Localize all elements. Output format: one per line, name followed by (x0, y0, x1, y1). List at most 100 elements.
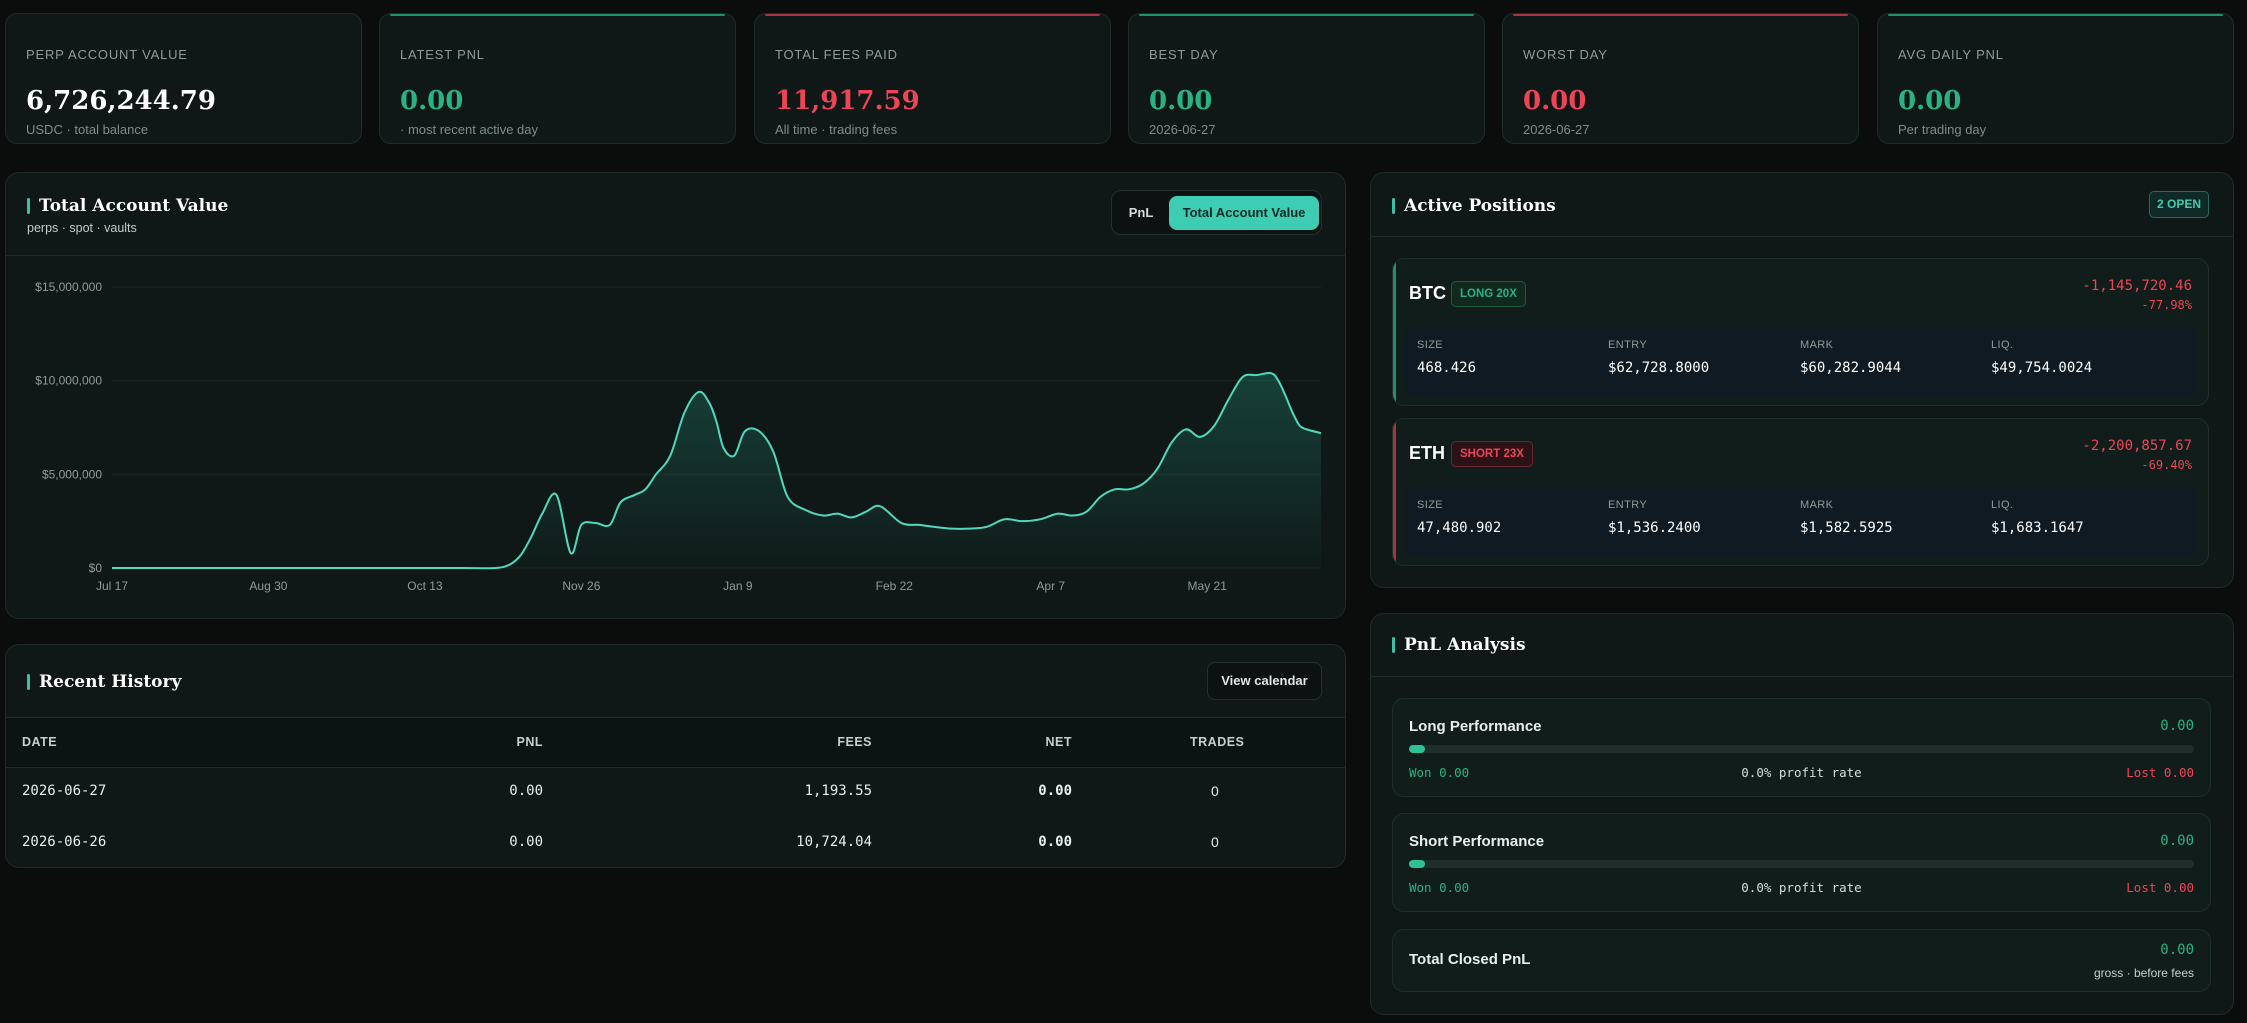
stat-sub: USDC · total balance (26, 122, 149, 137)
stat-value: 0.00 (400, 86, 464, 116)
field-value-size: 468.426 (1417, 360, 1477, 376)
short-profit-rate-fill (1409, 860, 1425, 868)
field-label-mark: MARK (1800, 339, 1834, 351)
stat-label: PERP ACCOUNT VALUE (26, 47, 188, 62)
cell-trades: 0 (1211, 834, 1219, 850)
x-tick-label: Apr 7 (1036, 579, 1065, 593)
stat-accent-line (765, 14, 1100, 16)
field-value-entry: $62,728.8000 (1608, 360, 1710, 376)
stat-sub: 2026-06-27 (1523, 122, 1590, 137)
chart-area-fill (112, 372, 1321, 569)
cell-fees: 10,724.04 (796, 834, 872, 850)
column-header-pnl: PNL (516, 735, 543, 749)
field-label-size: SIZE (1417, 499, 1444, 511)
cell-date: 2026-06-27 (22, 783, 107, 799)
stat-label: TOTAL FEES PAID (775, 47, 898, 62)
field-value-liq: $49,754.0024 (1991, 360, 2093, 376)
stat-card-total-fees: TOTAL FEES PAID 11,917.59 All time · tra… (754, 13, 1111, 144)
column-header-trades: TRADES (1190, 735, 1245, 749)
short-won: Won 0.00 (1409, 880, 1470, 895)
total-closed-pnl-title: Total Closed PnL (1409, 951, 1531, 968)
stat-accent-line (390, 14, 725, 16)
short-lost: Lost 0.00 (2126, 880, 2194, 895)
position-side-edge (1393, 259, 1396, 405)
x-tick-label: Feb 22 (876, 579, 914, 593)
short-performance-card: Short Performance 0.00 Won 0.00 0.0% pro… (1392, 813, 2211, 912)
toggle-total-account-value-button[interactable]: Total Account Value (1169, 196, 1319, 230)
y-tick-label: $10,000,000 (35, 374, 102, 388)
column-header-date: DATE (22, 735, 58, 749)
position-pnl: -2,200,857.67 (2082, 438, 2192, 454)
total-closed-pnl-value: 0.00 (2160, 942, 2194, 958)
stat-label: WORST DAY (1523, 47, 1608, 62)
stat-sub: · most recent active day (400, 122, 538, 137)
table-row[interactable] (5, 767, 1346, 818)
position-pnl-percent: -69.40% (2141, 458, 2192, 472)
position-card-eth[interactable]: ETH SHORT 23X -2,200,857.67 -69.40% SIZE… (1392, 418, 2209, 566)
stat-card-avg-daily-pnl: AVG DAILY PNL 0.00 Per trading day (1877, 13, 2234, 144)
stat-card-latest-pnl: LATEST PNL 0.00 · most recent active day (379, 13, 736, 144)
cell-trades: 0 (1211, 783, 1219, 799)
stat-label: BEST DAY (1149, 47, 1219, 62)
field-label-entry: ENTRY (1608, 499, 1648, 511)
recent-history-panel (5, 644, 1346, 868)
total-closed-pnl-sub: gross · before fees (2093, 966, 2194, 980)
toggle-pnl-button[interactable]: PnL (1128, 205, 1154, 220)
position-side-tag: SHORT 23X (1451, 441, 1533, 467)
position-symbol: BTC (1409, 283, 1446, 303)
position-fields: SIZE 47,480.902 ENTRY $1,536.2400 MARK $… (1405, 487, 2196, 555)
stat-label: LATEST PNL (400, 47, 485, 62)
position-card-btc[interactable]: BTC LONG 20X -1,145,720.46 -77.98% SIZE … (1392, 258, 2209, 406)
field-label-entry: ENTRY (1608, 339, 1648, 351)
short-profit-rate: 0.0% profit rate (1741, 880, 1862, 895)
y-tick-label: $5,000,000 (42, 467, 102, 481)
stat-accent-line (1139, 14, 1474, 16)
table-header-bg (6, 718, 1345, 767)
stat-card-worst-day: WORST DAY 0.00 2026-06-27 (1502, 13, 1859, 144)
long-lost: Lost 0.00 (2126, 765, 2194, 780)
stat-value: 11,917.59 (775, 86, 920, 116)
stat-accent-line (1888, 14, 2223, 16)
long-performance-card: Long Performance 0.00 Won 0.00 0.0% prof… (1392, 698, 2211, 797)
stat-value: 0.00 (1523, 86, 1587, 116)
total-closed-pnl-card: Total Closed PnL 0.00 gross · before fee… (1392, 929, 2211, 992)
cell-net: 0.00 (1038, 834, 1072, 850)
panel-divider (1371, 236, 2233, 237)
account-value-subtitle: perps · spot · vaults (27, 221, 137, 235)
stat-accent-line (1513, 14, 1848, 16)
table-header-divider (6, 767, 1345, 768)
field-label-mark: MARK (1800, 499, 1834, 511)
long-won: Won 0.00 (1409, 765, 1470, 780)
stat-sub: All time · trading fees (775, 122, 898, 137)
field-value-size: 47,480.902 (1417, 520, 1502, 536)
long-profit-rate-fill (1409, 745, 1425, 753)
column-header-net: NET (1045, 735, 1072, 749)
long-performance-value: 0.00 (2160, 718, 2194, 734)
panel-divider (6, 255, 1345, 256)
short-performance-value: 0.00 (2160, 833, 2194, 849)
chart-series-line (112, 371, 1322, 570)
field-label-liq: LIQ. (1991, 339, 2014, 351)
cell-pnl: 0.00 (509, 783, 543, 799)
view-calendar-button[interactable]: View calendar (1207, 662, 1322, 700)
pnl-analysis-title: PnL Analysis (1392, 635, 1526, 655)
field-value-mark: $60,282.9044 (1800, 360, 1902, 376)
x-tick-label: Jul 17 (96, 579, 128, 593)
long-profit-rate: 0.0% profit rate (1741, 765, 1862, 780)
stat-card-account-value: PERP ACCOUNT VALUE 6,726,244.79 USDC · t… (5, 13, 362, 144)
field-value-liq: $1,683.1647 (1991, 520, 2084, 536)
cell-net: 0.00 (1038, 783, 1072, 799)
position-side-tag: LONG 20X (1451, 281, 1526, 307)
table-row[interactable] (5, 818, 1346, 868)
account-value-title: Total Account Value (27, 196, 228, 216)
stat-label: AVG DAILY PNL (1898, 47, 2004, 62)
cell-fees: 1,193.55 (804, 783, 872, 799)
y-tick-label: $15,000,000 (35, 280, 102, 294)
active-positions-title: Active Positions (1392, 196, 1556, 216)
field-label-size: SIZE (1417, 339, 1444, 351)
stat-value: 0.00 (1898, 86, 1962, 116)
chart-mode-toggle: PnL Total Account Value (1111, 190, 1322, 235)
position-symbol: ETH (1409, 443, 1445, 463)
recent-history-title: Recent History (27, 672, 181, 692)
